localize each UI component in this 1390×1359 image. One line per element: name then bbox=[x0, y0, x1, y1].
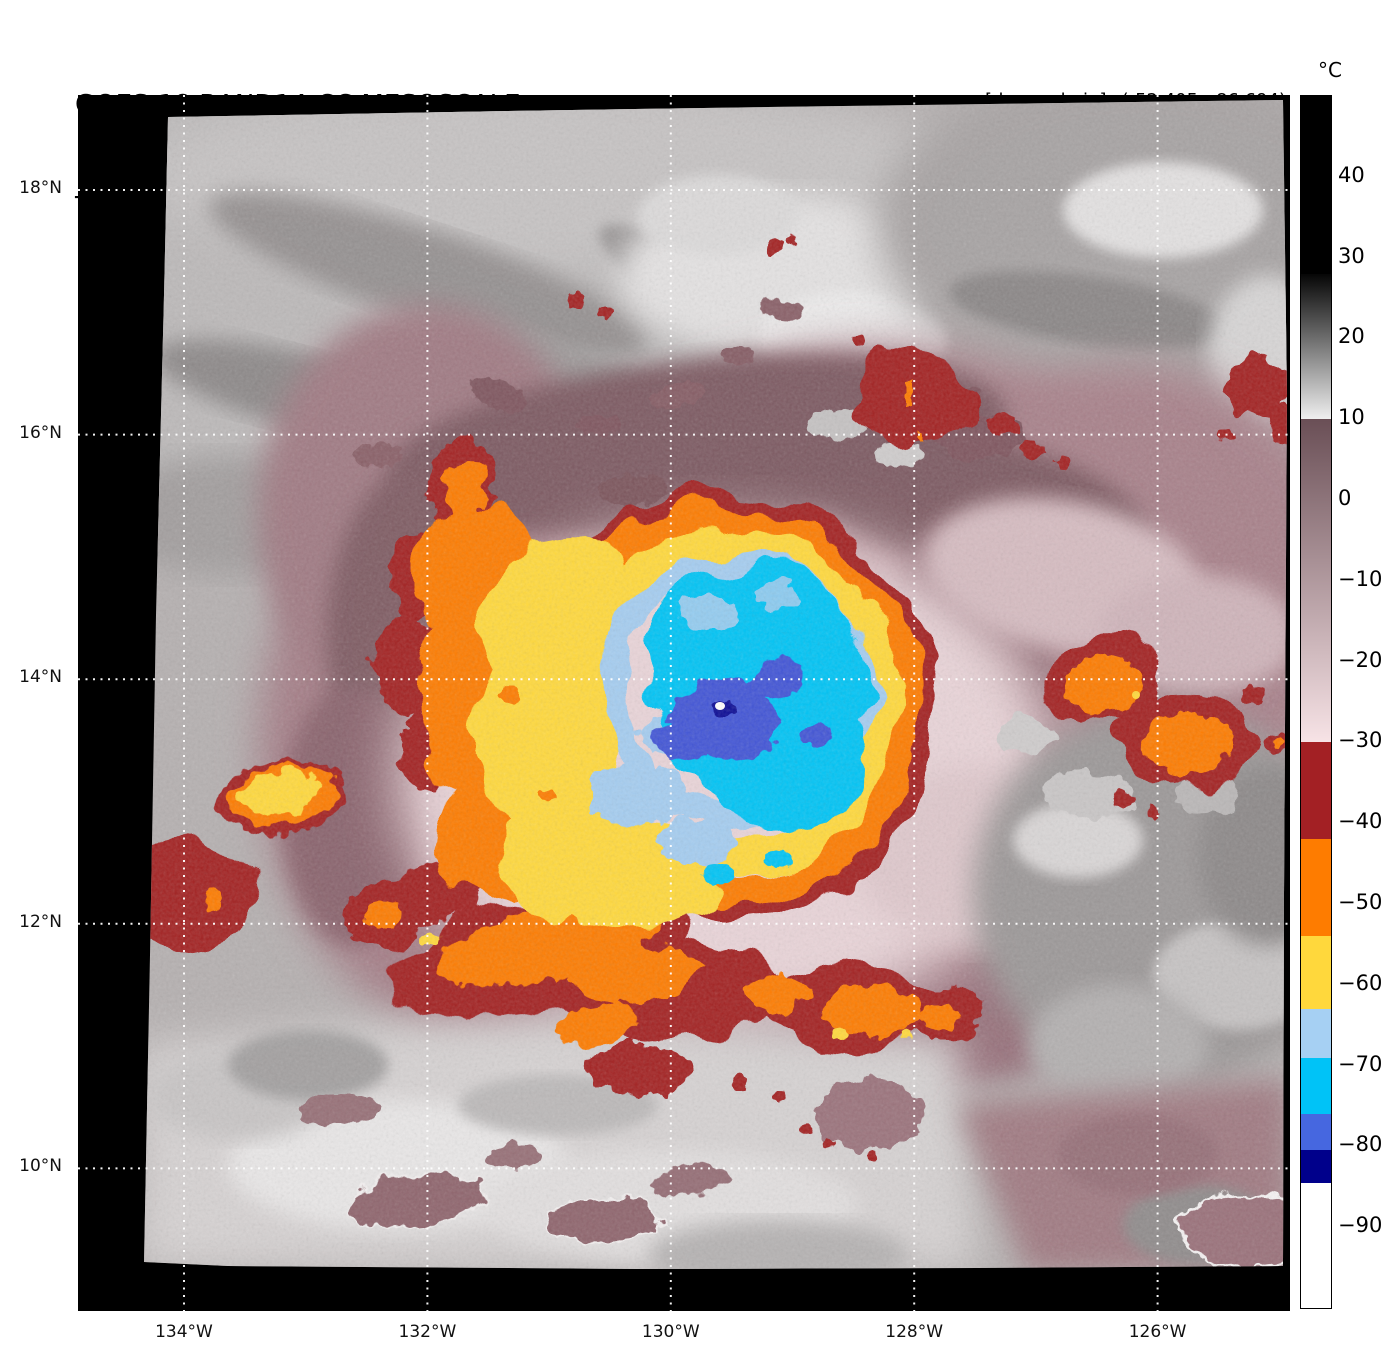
colorbar-tick-label: −40 bbox=[1338, 809, 1383, 834]
colorbar-segment bbox=[1301, 273, 1331, 420]
colorbar-tick-label: −30 bbox=[1338, 728, 1383, 753]
lon-tick-label: 130°W bbox=[641, 1322, 700, 1342]
colorbar-segment bbox=[1301, 1009, 1331, 1058]
lat-tick-label: 18°N bbox=[19, 178, 62, 198]
satellite-image bbox=[78, 95, 1290, 1311]
colorbar-tick-label: 10 bbox=[1338, 405, 1365, 430]
lon-tick-label: 132°W bbox=[398, 1322, 457, 1342]
lon-tick-label: 128°W bbox=[885, 1322, 944, 1342]
colorbar-segment bbox=[1301, 839, 1331, 937]
colorbar-tick-label: −20 bbox=[1338, 647, 1383, 672]
colorbar-tick-label: 30 bbox=[1338, 243, 1365, 268]
colorbar-segment bbox=[1301, 419, 1331, 743]
colorbar-segment bbox=[1301, 1057, 1331, 1115]
colorbar-segment bbox=[1301, 742, 1331, 840]
colorbar-tick-label: −90 bbox=[1338, 1213, 1383, 1238]
colorbar-tick-label: −50 bbox=[1338, 890, 1383, 914]
lon-tick-label: 134°W bbox=[155, 1322, 213, 1342]
colorbar-segment bbox=[1301, 1182, 1331, 1308]
colorbar-tick-label: −10 bbox=[1338, 566, 1383, 591]
lat-tick-label: 14°N bbox=[19, 667, 62, 688]
texture-overlay bbox=[144, 100, 1287, 1269]
lat-tick-label: 16°N bbox=[19, 422, 62, 443]
colorbar-unit: °C bbox=[1318, 58, 1342, 82]
lat-tick-label: 10°N bbox=[19, 1156, 62, 1177]
colorbar-tick-label: 40 bbox=[1338, 162, 1365, 187]
colorbar-segment bbox=[1301, 96, 1331, 274]
graticule-gridlines bbox=[78, 95, 1290, 1311]
colorbar-segment bbox=[1301, 1114, 1331, 1151]
colorbar-segment bbox=[1301, 1150, 1331, 1183]
colorbar-segment bbox=[1301, 936, 1331, 1010]
colorbar-tick-label: −70 bbox=[1338, 1051, 1383, 1076]
colorbar-tick-label: −60 bbox=[1338, 970, 1383, 995]
colorbar-tick-label: −80 bbox=[1338, 1132, 1383, 1157]
lat-tick-label: 12°N bbox=[19, 911, 62, 932]
colorbar bbox=[1300, 95, 1332, 1309]
lon-tick-label: 126°W bbox=[1128, 1322, 1187, 1342]
satellite-map: Copyright © 2020-2025 Dapiya bbox=[78, 95, 1290, 1311]
colorbar-tick-label: 0 bbox=[1338, 486, 1352, 510]
colorbar-tick-label: 20 bbox=[1338, 324, 1365, 349]
